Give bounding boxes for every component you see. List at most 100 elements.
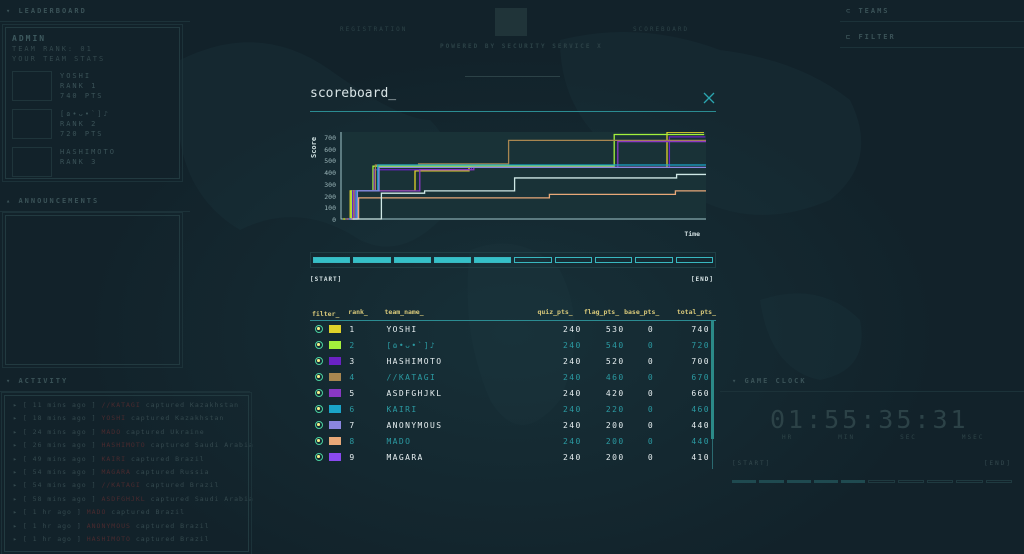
filter-toggle[interactable] <box>315 437 323 445</box>
col-total-pts[interactable]: total_pts_ <box>676 308 716 316</box>
col-filter[interactable]: filter_ <box>312 310 340 318</box>
quiz-pts-cell: 240 <box>563 436 582 446</box>
leaderboard-entry[interactable]: YOSHI RANK 1 740 PTS <box>12 71 173 101</box>
table-row[interactable]: 2 [ɷ•ᴗ•`]♪ 240 540 0 720 <box>310 337 716 353</box>
table-row[interactable]: 6 KAIRI 240 220 0 460 <box>310 401 716 417</box>
timeline-segment[interactable] <box>393 257 431 263</box>
timeline-segment[interactable] <box>433 257 472 263</box>
activity-row: ▸ [ 1 hr ago ] ANONYMOUS captured Brazil <box>13 521 210 530</box>
table-row[interactable]: 8 MADO 240 200 0 440 <box>310 433 716 449</box>
leaderboard-entry[interactable]: HASHIMOTO RANK 3 <box>12 147 173 177</box>
activity-row: ▸ [ 49 mins ago ] KAIRI captured Brazil <box>13 454 205 463</box>
quiz-pts-cell: 240 <box>563 324 582 334</box>
table-scroll-track[interactable] <box>712 439 713 469</box>
flag-pts-cell: 520 <box>605 356 625 366</box>
col-team-name[interactable]: team_name_ <box>384 308 424 316</box>
expand-icon: ⊂ <box>846 7 859 15</box>
table-row[interactable]: 1 YOSHI 240 530 0 740 <box>310 321 716 337</box>
activity-panel: ▾ ACTIVITY ▸ [ 11 mins ago ] //KATAGI ca… <box>0 370 253 554</box>
timeline-segment[interactable] <box>675 257 713 263</box>
col-rank[interactable]: rank_ <box>348 308 368 316</box>
table-header: filter_ rank_ team_name_ quiz_pts_ flag_… <box>310 308 716 321</box>
filter-toggle[interactable] <box>315 405 323 413</box>
score-chart: Score 0 100 200 300 400 500 600 700 Time <box>310 128 716 246</box>
total-pts-cell: 440 <box>691 436 710 446</box>
col-base-pts[interactable]: base_pts_ <box>624 308 660 316</box>
filter-toggle[interactable] <box>315 341 323 349</box>
team-name-cell: KAIRI <box>386 404 418 414</box>
registration-link[interactable]: REGISTRATION <box>340 26 408 33</box>
total-pts-cell: 660 <box>691 388 710 398</box>
activity-row: ▸ [ 11 mins ago ] //KATAGI captured Kaza… <box>13 401 240 409</box>
col-flag-pts[interactable]: flag_pts_ <box>583 308 620 316</box>
timeline-segment[interactable] <box>635 257 673 263</box>
leaderboard-header[interactable]: ▾ LEADERBOARD <box>0 0 190 22</box>
powered-by-text: POWERED BY SECURITY SERVICE X <box>440 43 603 50</box>
title-divider <box>310 111 716 112</box>
team-name-cell: ASDFGHJKL <box>386 388 443 398</box>
table-row[interactable]: 7 ANONYMOUS 240 200 0 440 <box>310 417 716 433</box>
team-name-cell: [ɷ•ᴗ•`]♪ <box>386 340 437 350</box>
table-scrollbar[interactable] <box>711 321 714 439</box>
score-line <box>352 173 713 220</box>
timeline-segment[interactable] <box>595 257 633 263</box>
filter-toggle[interactable] <box>315 453 323 461</box>
score-line <box>347 140 708 220</box>
leaderboard-entry[interactable]: [ɷ•ᴗ•`]♪ RANK 2 720 PTS <box>12 109 173 139</box>
y-tick: 200 <box>324 192 336 201</box>
activity-header[interactable]: ▾ ACTIVITY <box>0 370 250 392</box>
base-pts-cell: 0 <box>647 388 655 398</box>
clock-end-label: [END] <box>983 460 1012 467</box>
scoreboard-modal: scoreboard_ Score 0 100 200 300 400 500 600 700… <box>310 82 716 472</box>
expand-icon: ⊏ <box>846 33 859 41</box>
scoreboard-table: filter_ rank_ team_name_ quiz_pts_ flag_… <box>310 308 716 469</box>
announcements-box <box>2 212 183 368</box>
table-row[interactable]: 3 HASHIMOTO 240 520 0 700 <box>310 353 716 369</box>
team-name-cell: //KATAGI <box>386 372 437 382</box>
flag-pts-cell: 530 <box>605 324 625 334</box>
time-slider-track[interactable] <box>310 252 716 268</box>
total-pts-cell: 410 <box>691 452 710 462</box>
y-tick: 700 <box>324 133 336 142</box>
scoreboard-link[interactable]: SCOREBOARD <box>633 26 690 33</box>
y-tick: 300 <box>324 180 336 189</box>
timeline-segment[interactable] <box>313 257 351 263</box>
filter-toggle[interactable] <box>315 325 323 333</box>
table-row[interactable]: 4 //KATAGI 240 460 0 670 <box>310 369 716 385</box>
clock-units: HR MIN SEC MSEC <box>782 434 985 441</box>
time-slider[interactable]: [START] [END] <box>310 252 716 283</box>
quiz-pts-cell: 240 <box>563 372 582 382</box>
score-line <box>346 139 707 220</box>
rank-cell: 3 <box>349 356 356 366</box>
timeline-segment[interactable] <box>474 257 512 263</box>
filter-toggle[interactable] <box>315 389 323 397</box>
admin-rank: TEAM RANK: 01 <box>12 45 93 53</box>
flag-pts-cell: 420 <box>605 388 625 398</box>
col-quiz-pts[interactable]: quiz_pts_ <box>537 308 573 316</box>
table-row[interactable]: 5 ASDFGHJKL 240 420 0 660 <box>310 385 716 401</box>
timeline-end-label: [END] <box>690 276 714 283</box>
rank-cell: 1 <box>349 324 356 334</box>
table-row[interactable]: 9 MAGARA 240 200 0 410 <box>310 449 716 465</box>
timeline-segment[interactable] <box>514 257 552 263</box>
announcements-header[interactable]: ▴ ANNOUNCEMENTS <box>0 190 190 212</box>
filter-toggle[interactable] <box>315 357 323 365</box>
timeline-segment[interactable] <box>554 257 593 263</box>
timeline-segment[interactable] <box>353 257 391 263</box>
flag-pts-cell: 200 <box>605 420 625 430</box>
close-x-icon <box>703 92 715 104</box>
rank-cell: 9 <box>349 452 356 462</box>
filter-toggle[interactable] <box>315 421 323 429</box>
filter-toggle[interactable] <box>315 373 323 381</box>
team-color-swatch <box>329 341 341 349</box>
filter-header[interactable]: ⊏ FILTER <box>840 26 1024 48</box>
flag-pts-cell: 220 <box>605 404 625 414</box>
score-line <box>343 131 704 220</box>
team-color-swatch <box>329 373 341 381</box>
team-color-swatch <box>329 389 341 397</box>
game-clock-header[interactable]: ▾ GAME CLOCK <box>720 370 1024 392</box>
close-button[interactable] <box>702 90 716 104</box>
teams-header[interactable]: ⊂ TEAMS <box>840 0 1024 22</box>
rank-cell: 6 <box>349 404 356 414</box>
x-axis-label: Time <box>684 230 700 238</box>
